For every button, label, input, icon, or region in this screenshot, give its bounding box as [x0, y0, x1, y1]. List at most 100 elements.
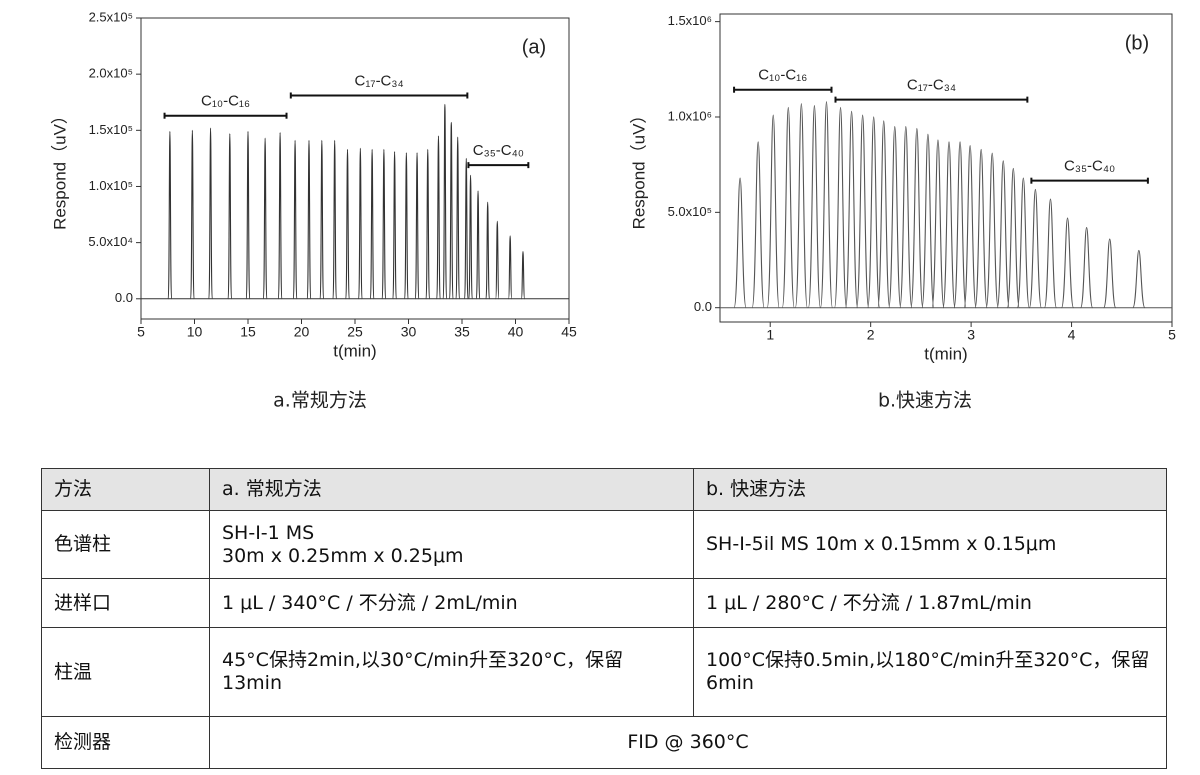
range-label: C₁₀-C₁₆: [758, 67, 807, 84]
range-label: C₁₇-C₃₄: [355, 72, 404, 89]
peak: [856, 114, 870, 309]
peak: [1061, 217, 1075, 309]
charts: 5 10 15 20 25 30 35 40 450.05.0x10⁴1.0x10⁵1.5x10…: [50, 9, 1176, 412]
peak: [1028, 188, 1042, 309]
peak: [485, 201, 490, 300]
peak: [404, 152, 409, 300]
peak: [425, 148, 430, 300]
peak: [766, 114, 780, 309]
table-cell: 1 μL / 280°C / 不分流 / 1.87mL/min: [693, 578, 1167, 628]
peak: [332, 139, 337, 300]
peak: [1132, 249, 1146, 309]
peak: [277, 131, 283, 300]
panel-label: (a): [522, 36, 546, 58]
peak: [996, 160, 1010, 309]
peak: [455, 136, 460, 300]
peak: [931, 139, 945, 309]
x-tick-label: 4: [1068, 327, 1076, 343]
table-row: 柱温 45°C保持2min,以30°C/min升至320°C，保留13min 100…: [41, 627, 1167, 717]
peak: [794, 103, 808, 309]
peak: [867, 116, 881, 309]
table-header: 方法 a. 常规方法 b. 快速方法: [41, 468, 1167, 511]
y-tick-label: 0.0: [115, 290, 133, 305]
peak: [495, 220, 500, 300]
peak: [877, 120, 891, 309]
table-row: 检测器 FID @ 360°C: [41, 716, 1167, 769]
y-tick-label: 2.5x10⁵: [89, 9, 133, 24]
y-axis-title: Respond（uV）: [629, 107, 648, 230]
table-cell: 1 μL / 340°C / 不分流 / 2mL/min: [209, 578, 694, 628]
peak: [520, 251, 526, 300]
peak: [974, 148, 988, 309]
table-cell: SH-I-1 MS 30m x 0.25mm x 0.25μm: [209, 510, 694, 579]
peak: [819, 101, 834, 309]
table-cell: 100°C保持0.5min,以180°C/min升至320°C，保留6min: [693, 627, 1167, 717]
peak: [953, 141, 967, 309]
peak: [733, 177, 747, 309]
peak: [910, 127, 924, 309]
peak: [985, 152, 999, 309]
x-tick-label: 20: [294, 324, 310, 340]
table-cell: 45°C保持2min,以30°C/min升至320°C，保留13min: [209, 627, 694, 717]
peak: [414, 152, 420, 300]
peak: [292, 139, 298, 300]
plot-frame: [140, 17, 570, 320]
peak: [508, 235, 513, 300]
table-cell: 色谱柱: [41, 510, 210, 579]
peak: [392, 151, 397, 300]
table-cell: FID @ 360°C: [209, 716, 1167, 769]
peak: [845, 110, 859, 309]
y-tick-label: 5.0x10⁵: [668, 204, 712, 219]
peak: [833, 106, 848, 309]
x-tick-label: 10: [187, 324, 203, 340]
peak: [381, 148, 387, 300]
y-tick-label: 1.0x10⁵: [89, 178, 133, 193]
y-tick-label: 1.5x10⁵: [89, 122, 133, 137]
peak: [1006, 167, 1020, 309]
range-label: C₁₇-C₃₄: [907, 77, 956, 94]
peak: [227, 133, 232, 300]
x-tick-label: 15: [240, 324, 256, 340]
range-label: C₁₀-C₁₆: [201, 93, 250, 110]
peak: [1103, 238, 1117, 309]
method-table: 方法 a. 常规方法 b. 快速方法 色谱柱 SH-I-1 MS 30m x 0.25m…: [41, 468, 1167, 769]
x-tick-label: 45: [561, 324, 577, 340]
x-tick-label: 5: [1168, 327, 1176, 343]
table-cell: 方法: [41, 468, 210, 511]
plot-frame: [719, 13, 1173, 323]
table-cell: 柱温: [41, 627, 210, 717]
peak: [245, 130, 251, 300]
peak: [442, 103, 448, 300]
caption: b.快速方法: [878, 390, 972, 412]
peak: [963, 145, 977, 309]
y-tick-label: 0.0: [694, 299, 712, 314]
peak: [167, 130, 173, 300]
x-tick-label: 3: [967, 327, 975, 343]
x-axis-title: t(min): [333, 341, 376, 360]
table-cell: b. 快速方法: [693, 468, 1167, 511]
y-tick-label: 2.0x10⁵: [89, 66, 133, 81]
peak: [781, 106, 795, 309]
x-tick-label: 30: [401, 324, 417, 340]
table-row: 进样口 1 μL / 340°C / 不分流 / 2mL/min 1 μL / 28…: [41, 578, 1167, 628]
peak: [369, 148, 375, 300]
x-tick-label: 5: [137, 324, 145, 340]
caption: a.常规方法: [273, 390, 367, 412]
peak: [449, 121, 454, 300]
peak: [475, 190, 481, 300]
table-cell: 进样口: [41, 578, 210, 628]
table-cell: SH-I-5il MS 10m x 0.15mm x 0.15μm: [693, 510, 1167, 579]
peak: [464, 157, 469, 300]
x-axis-title: t(min): [924, 344, 967, 363]
peak: [888, 125, 902, 309]
x-tick-label: 25: [347, 324, 363, 340]
peak: [190, 129, 195, 300]
x-tick-label: 35: [454, 324, 470, 340]
peak: [921, 133, 935, 309]
peak: [751, 141, 765, 309]
peak: [262, 137, 268, 300]
table-cell: 检测器: [41, 716, 210, 769]
x-tick-label: 1: [766, 327, 774, 343]
peak: [306, 139, 312, 300]
peak: [1016, 177, 1030, 309]
